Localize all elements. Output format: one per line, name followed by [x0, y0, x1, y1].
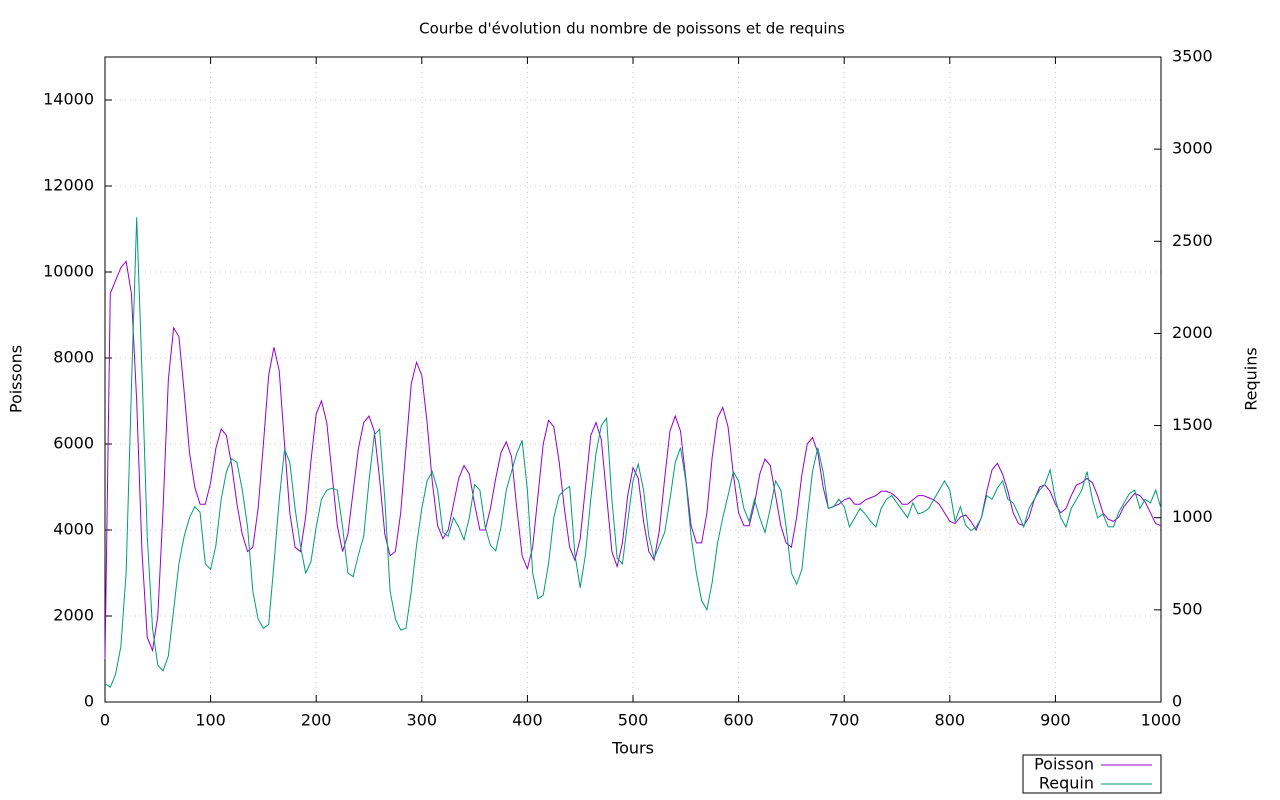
legend-label: Poisson [1034, 755, 1094, 774]
x-tick-label: 800 [935, 711, 966, 730]
x-tick-label: 700 [829, 711, 860, 730]
plot-frame [104, 56, 1162, 703]
y-tick-label: 0 [84, 692, 94, 711]
y2-tick-label: 3500 [1172, 47, 1213, 66]
y2-tick-label: 2500 [1172, 231, 1213, 250]
x-tick-label: 500 [618, 711, 649, 730]
series-line [104, 260, 1162, 660]
y-axis-label: Poissons [7, 345, 26, 413]
x-tick-label: 600 [723, 711, 754, 730]
y-tick-label: 4000 [53, 520, 94, 539]
x-tick-label: 300 [407, 711, 438, 730]
legend-box [1022, 754, 1162, 794]
y2-tick-label: 1000 [1172, 507, 1213, 526]
x-tick-label: 400 [512, 711, 543, 730]
x-tick-label: 1000 [1141, 711, 1182, 730]
x-tick-label: 100 [195, 711, 226, 730]
y-tick-label: 6000 [53, 434, 94, 453]
y2-tick-label: 2000 [1172, 323, 1213, 342]
y2-tick-label: 0 [1172, 692, 1182, 711]
y-tick-label: 14000 [43, 90, 94, 109]
legend-label: Requin [1039, 774, 1094, 793]
y-tick-label: 8000 [53, 348, 94, 367]
chart-title: Courbe d'évolution du nombre de poissons… [419, 20, 845, 38]
y-tick-label: 2000 [53, 606, 94, 625]
x-tick-label: 900 [1040, 711, 1071, 730]
y2-tick-label: 3000 [1172, 139, 1213, 158]
series-line [104, 217, 1162, 689]
y2-tick-label: 500 [1172, 599, 1203, 618]
y2-axis-label: Requins [1242, 347, 1261, 410]
x-axis-label: Tours [611, 739, 654, 758]
x-tick-label: 0 [100, 711, 110, 730]
y-tick-label: 10000 [43, 262, 94, 281]
x-tick-label: 200 [301, 711, 332, 730]
y-tick-label: 12000 [43, 176, 94, 195]
y2-tick-label: 1500 [1172, 415, 1213, 434]
